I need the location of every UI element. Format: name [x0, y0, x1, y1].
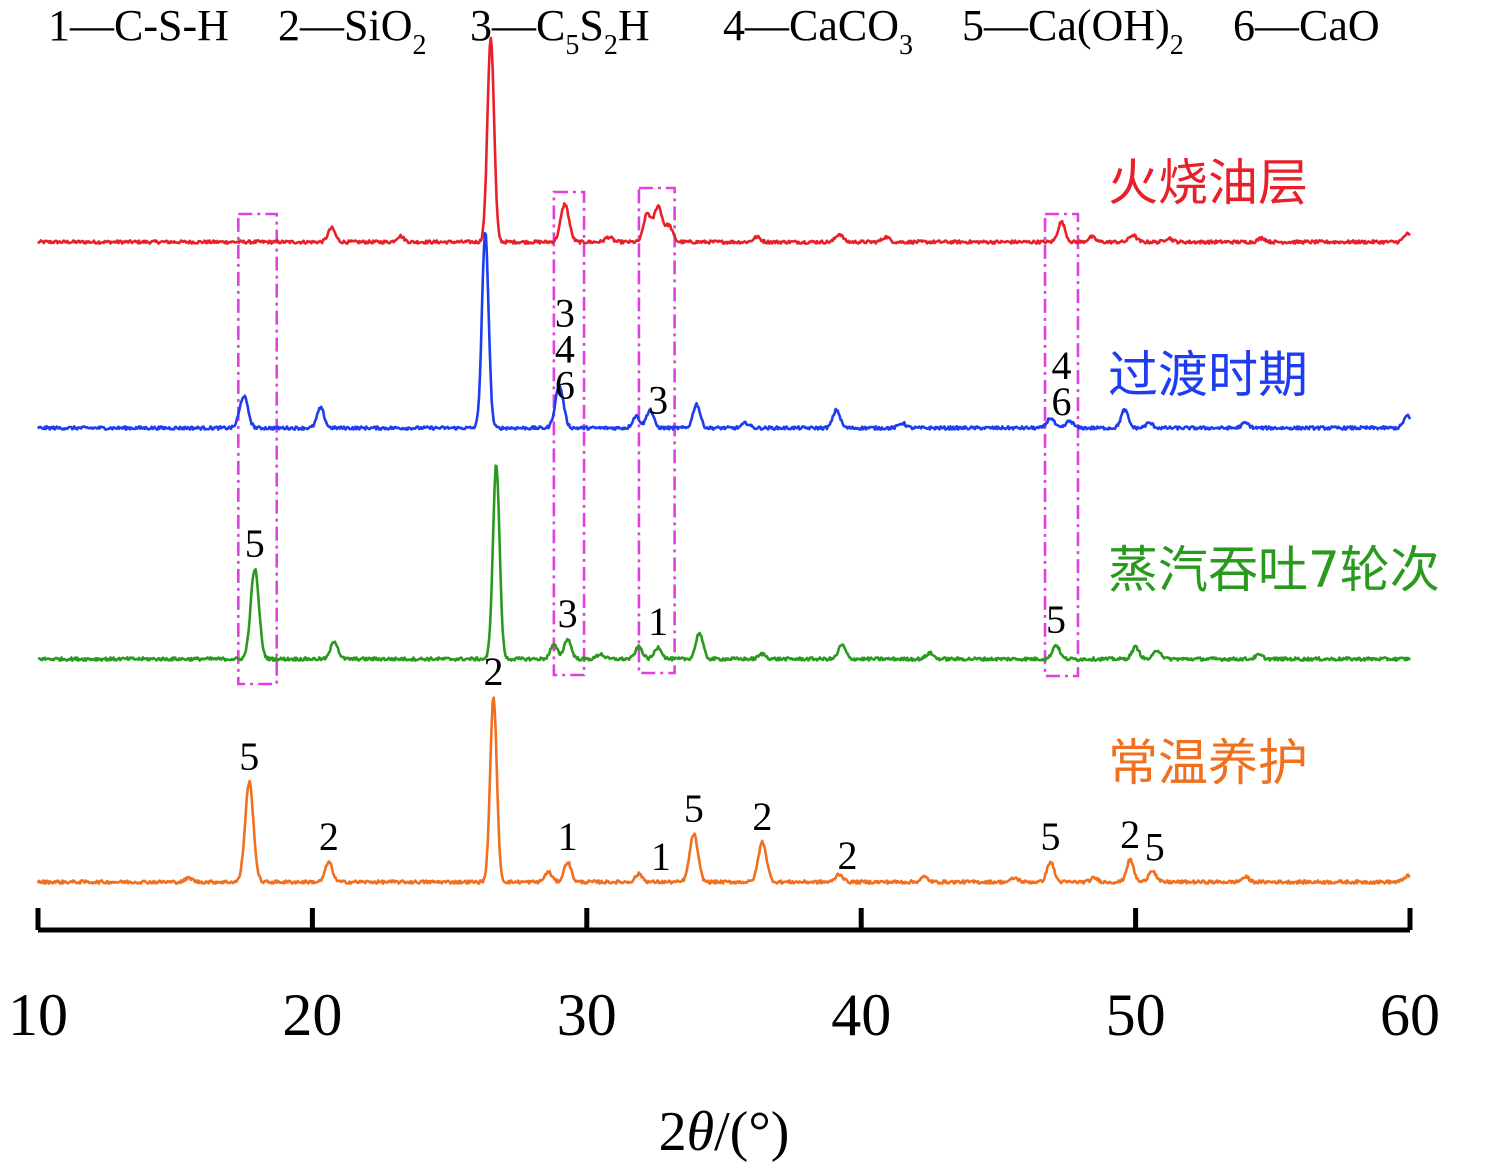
phase-legend: 1—C-S-H 2—SiO2 3—C5S2H 4—CaCO3 5—Ca(OH)2 6—Ca…: [48, 1, 1380, 61]
highlight-box-2: [637, 186, 676, 675]
phase-legend-item-5: 5—Ca(OH)2: [962, 1, 1184, 61]
highlight-box-1: [552, 190, 586, 677]
peak-label: 6: [555, 363, 575, 408]
peak-label: 2: [319, 814, 339, 859]
x-axis-label: 2θ/(°): [659, 1101, 790, 1163]
peak-label: 4: [555, 327, 575, 372]
series-name-1: 过渡时期: [1108, 346, 1308, 404]
phase-legend-item-6: 6—CaO: [1233, 1, 1380, 50]
peak-label: 5: [1041, 814, 1061, 859]
peak-label: 3: [558, 591, 578, 636]
highlight-box-3: [1043, 212, 1080, 678]
peak-label: 5: [1046, 597, 1066, 642]
x-tick-label: 60: [1380, 982, 1440, 1048]
peak-label: 2: [752, 794, 772, 839]
peak-label: 1: [558, 814, 578, 859]
peak-label: 5: [684, 786, 704, 831]
series-name-0: 火烧油层: [1108, 154, 1308, 212]
phase-legend-item-2: 2—SiO2: [278, 1, 426, 61]
series-line-2: [37, 464, 1412, 662]
series-line-1: [36, 231, 1412, 431]
series-name-3: 常温养护: [1108, 734, 1308, 792]
highlight-box-0: [237, 212, 279, 686]
peak-label: 2: [484, 649, 504, 694]
highlight-boxes: [237, 186, 1080, 686]
peak-label: 5: [245, 521, 265, 566]
series-lines: [36, 36, 1412, 885]
x-axis: 10 20 30 40 50 60: [8, 908, 1440, 1048]
peak-label: 2: [1120, 812, 1140, 857]
peak-label: 2: [837, 833, 857, 878]
x-tick-label: 10: [8, 982, 68, 1048]
peak-label: 5: [239, 734, 259, 779]
series-name-2: 蒸汽吞吐7轮次: [1108, 541, 1440, 599]
peak-label: 1: [648, 599, 668, 644]
peak-label: 6: [1052, 379, 1072, 424]
phase-legend-item-1: 1—C-S-H: [48, 1, 229, 50]
x-tick-label: 30: [557, 982, 617, 1048]
x-tick-label: 40: [831, 982, 891, 1048]
peak-label: 1: [651, 834, 671, 879]
x-tick-label: 20: [282, 982, 342, 1048]
series-line-3: [36, 696, 1411, 885]
phase-legend-item-4: 4—CaCO3: [723, 1, 913, 61]
x-tick-label: 50: [1106, 982, 1166, 1048]
peak-label: 4: [1052, 343, 1072, 388]
peak-label: 3: [555, 291, 575, 336]
peak-label: 3: [648, 378, 668, 423]
peak-label: 5: [1145, 824, 1165, 869]
phase-legend-item-3: 3—C5S2H: [470, 1, 650, 61]
series-line-0: [37, 36, 1411, 245]
